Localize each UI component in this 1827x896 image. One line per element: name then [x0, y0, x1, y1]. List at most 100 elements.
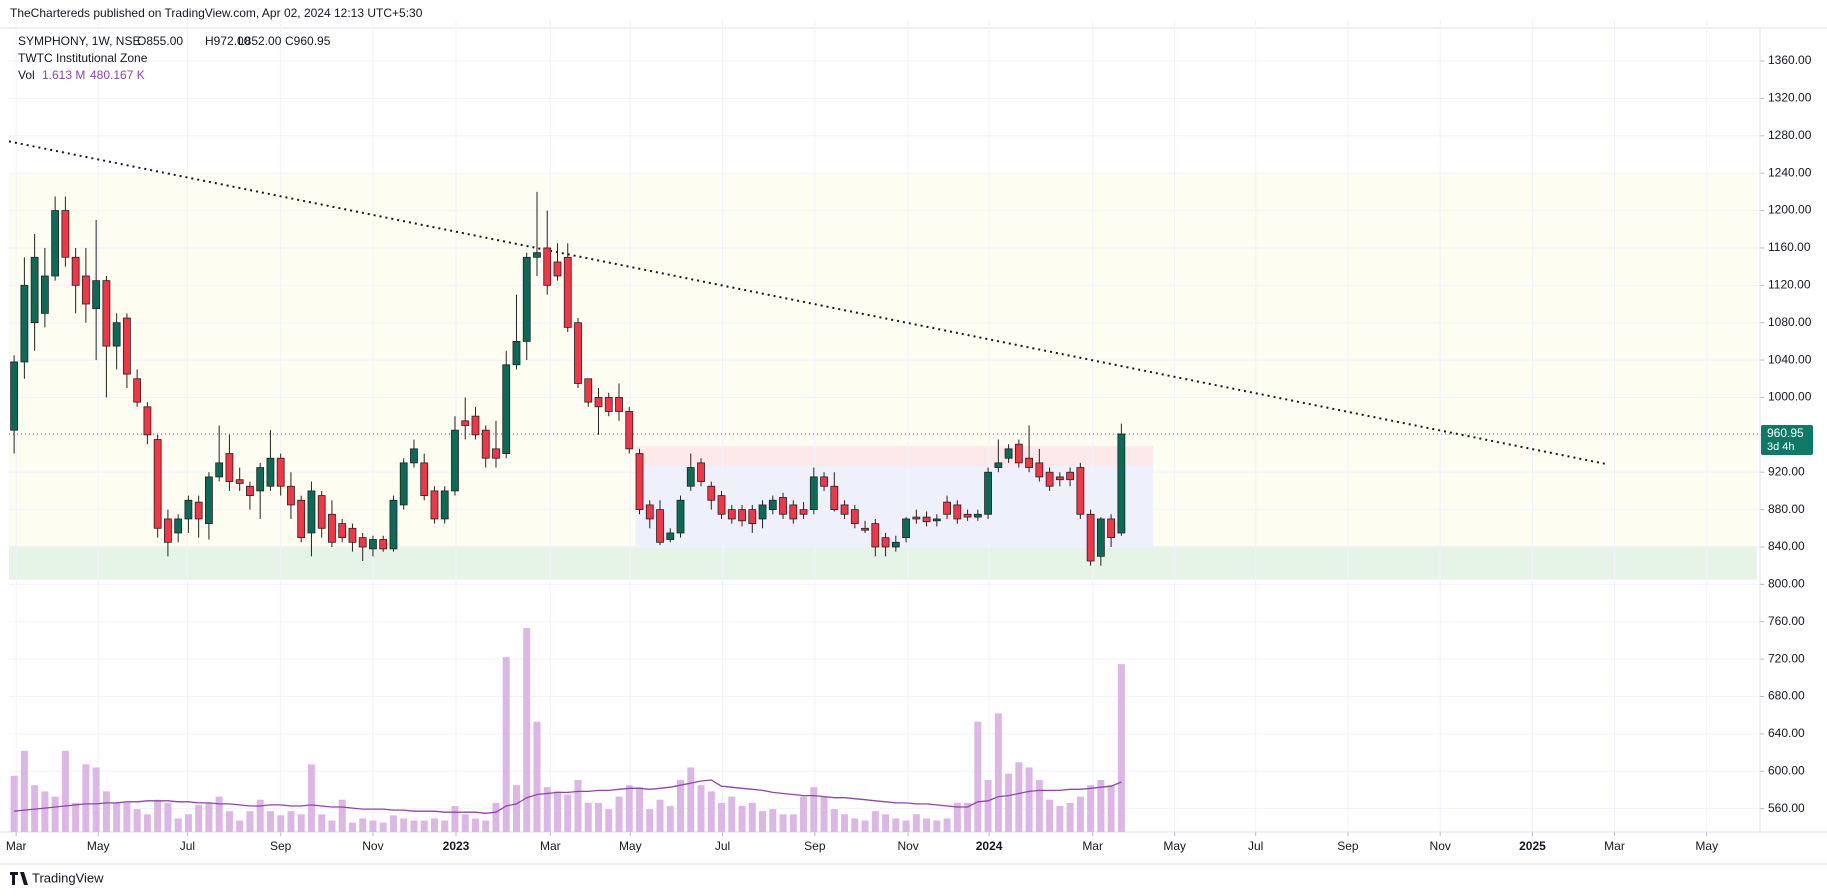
tv-logo	[10, 872, 28, 885]
y-tick-label: 1240.00	[1768, 165, 1812, 179]
volume-bar	[369, 820, 377, 832]
volume-bar	[779, 814, 787, 832]
volume-bar	[882, 814, 890, 832]
volume-bar	[297, 814, 305, 832]
candle-body	[266, 457, 275, 487]
volume-bar	[656, 799, 664, 832]
volume-bar	[543, 787, 551, 832]
candle-body	[348, 527, 357, 543]
volume-bar	[912, 814, 920, 832]
volume-bar	[748, 802, 756, 832]
last-price-badge	[1761, 424, 1813, 455]
volume-bar	[482, 820, 490, 832]
brand: TradingView	[32, 870, 104, 885]
candle-body	[1014, 443, 1023, 464]
volume-bar	[328, 820, 336, 832]
y-tick-label: 1000.00	[1768, 390, 1812, 404]
zone	[9, 546, 1757, 580]
x-tick-label: Mar	[1604, 839, 1625, 853]
candle-body	[1117, 433, 1126, 534]
x-tick-label: Sep	[1337, 839, 1359, 853]
volume-bar	[410, 820, 418, 832]
candle-body	[656, 509, 664, 543]
x-tick-label: May	[87, 839, 110, 853]
candle-body	[707, 485, 716, 501]
volume-bar	[348, 822, 356, 832]
x-tick-label: Sep	[270, 839, 292, 853]
candle-body	[1025, 457, 1033, 468]
candle-body	[502, 364, 511, 454]
volume-bar	[687, 767, 695, 832]
candle-body	[758, 504, 767, 520]
zone	[635, 465, 1154, 547]
candle-body	[205, 476, 213, 525]
candle-body	[512, 340, 521, 366]
candle-body	[235, 479, 244, 484]
volume-bar	[184, 814, 192, 832]
candle-body	[1096, 518, 1105, 557]
candle-body	[30, 256, 39, 324]
candle-body	[440, 490, 449, 520]
candle-body	[51, 210, 60, 277]
volume-bar	[830, 809, 838, 832]
plot: 560.00 600.00 640.00 680.00 720.00 760.00 800.…	[0, 19, 1827, 853]
volume-bar	[461, 814, 469, 832]
candle-body	[410, 448, 418, 464]
volume-bar	[523, 628, 531, 832]
candle-body	[717, 495, 726, 515]
volume-bar	[10, 775, 18, 832]
volume-bar	[718, 802, 726, 832]
candle-body	[615, 397, 623, 412]
volume-bar	[759, 811, 767, 832]
x-tick-label: Jul	[180, 839, 195, 853]
candle-body	[553, 261, 562, 277]
legend-open: O855.00	[137, 34, 183, 48]
candle-body	[953, 504, 962, 520]
volume-bar	[338, 799, 346, 832]
candle-body	[666, 532, 675, 540]
y-tick-label: 1280.00	[1768, 128, 1812, 142]
candle-body	[215, 462, 224, 478]
volume-bar	[236, 820, 244, 832]
candle-body	[1004, 448, 1013, 459]
volume-bar	[1035, 779, 1043, 832]
volume-bar	[205, 802, 213, 832]
x-tick-label: 2025	[1519, 839, 1546, 853]
x-tick-label: May	[619, 839, 642, 853]
volume-bar	[636, 787, 644, 832]
y-tick-label: 880.00	[1768, 502, 1805, 516]
legend-close: C960.95	[285, 34, 331, 48]
candle-body	[1076, 467, 1085, 515]
y-tick-label: 600.00	[1768, 763, 1805, 777]
candle-body	[102, 280, 111, 347]
volume-bar	[277, 815, 285, 832]
candle-body	[174, 518, 183, 534]
volume-bar	[256, 799, 264, 832]
x-tick-label: Nov	[897, 839, 918, 853]
candle-body	[635, 453, 644, 511]
volume-bar	[789, 814, 797, 832]
candle-body	[850, 509, 859, 525]
volume-bar	[359, 818, 367, 832]
candle-body	[123, 317, 131, 375]
volume-bar	[307, 764, 315, 832]
volume-bar	[471, 818, 479, 832]
volume-bar	[1076, 796, 1084, 832]
volume-bar	[615, 796, 623, 832]
x-tick-label: Jul	[1248, 839, 1263, 853]
volume-bar	[379, 822, 387, 832]
candle-body	[369, 539, 377, 550]
volume-bar	[174, 818, 182, 832]
publisher: TheChartereds published on TradingView.c…	[10, 6, 423, 20]
y-tick-label: 840.00	[1768, 539, 1805, 553]
volume-bar	[492, 802, 500, 832]
volume-bar	[133, 809, 141, 832]
candle-body	[922, 516, 931, 523]
volume-bar	[769, 809, 777, 832]
candle-body	[727, 509, 736, 520]
x-tick-label: Nov	[1430, 839, 1451, 853]
x-tick-label: Sep	[804, 839, 826, 853]
candle-body	[943, 501, 951, 515]
volume-bar	[318, 814, 326, 832]
candle-body	[861, 527, 869, 531]
